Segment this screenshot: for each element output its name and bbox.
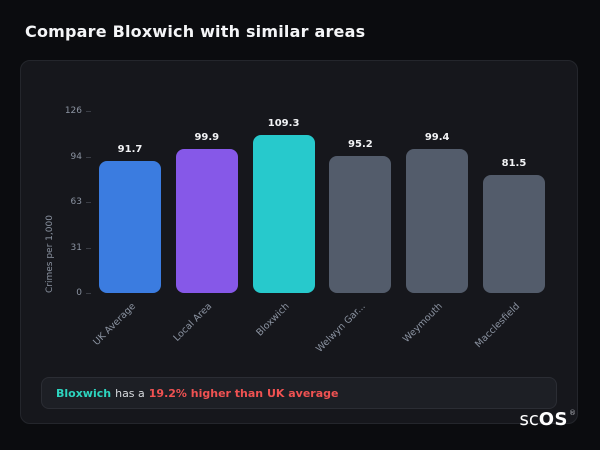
y-tick-label: 63 <box>71 197 91 207</box>
registered-mark: ® <box>569 409 576 417</box>
bar-value-label: 99.4 <box>424 132 450 144</box>
bar-bloxwich[interactable] <box>252 135 315 293</box>
summary-banner: Bloxwich has a 19.2% higher than UK aver… <box>41 377 557 409</box>
bar-macclesfield[interactable] <box>482 175 545 293</box>
summary-stat-text: 19.2% higher than UK average <box>148 386 339 400</box>
chart-card: Crimes per 1,000 0 31 63 94 126 91.7 UK Avera… <box>20 60 578 424</box>
y-tick-label: 126 <box>65 106 91 116</box>
page-title: Compare Bloxwich with similar areas <box>25 22 366 41</box>
bar-group: 99.4 Weymouth <box>401 111 469 345</box>
x-axis-label: UK Average <box>90 301 138 348</box>
x-axis-label: Weymouth <box>401 301 445 345</box>
y-tick-label: 31 <box>71 243 91 253</box>
plot-area: 91.7 UK Average 99.9 Local Area 109.3 Bloxwic… <box>91 111 551 355</box>
summary-area-name: Bloxwich <box>56 386 112 400</box>
bar-value-label: 91.7 <box>117 143 143 155</box>
bar-weymouth[interactable] <box>406 149 469 293</box>
logo-text-left: sc <box>519 409 539 430</box>
bar-welwyn-gar[interactable] <box>329 155 392 293</box>
x-axis-label: Welwyn Gar... <box>314 301 369 355</box>
bar-value-label: 81.5 <box>501 158 527 170</box>
y-tick-label: 0 <box>76 288 91 298</box>
bar-uk-average[interactable] <box>99 160 161 293</box>
bar-value-label: 109.3 <box>267 118 300 130</box>
x-axis-label: Macclesfield <box>472 301 522 351</box>
bar-group: 91.7 UK Average <box>91 111 161 348</box>
bar-value-label: 99.9 <box>194 131 220 143</box>
logo-text-right: OS <box>538 409 568 430</box>
scos-logo: sc OS ® <box>519 409 576 430</box>
bar-group: 81.5 Macclesfield <box>473 111 545 350</box>
summary-middle-text: has a <box>115 386 145 400</box>
y-tick-label: 94 <box>71 152 91 162</box>
x-axis-label: Bloxwich <box>253 301 292 339</box>
bar-group: 95.2 Welwyn Gar... <box>314 111 392 355</box>
bar-group: 109.3 Bloxwich <box>252 111 315 338</box>
y-axis: 0 31 63 94 126 <box>51 106 91 298</box>
x-axis-label: Local Area <box>171 301 215 344</box>
bar-group: 99.9 Local Area <box>172 111 238 344</box>
bar-value-label: 95.2 <box>348 138 373 150</box>
bar-local-area[interactable] <box>175 148 238 293</box>
